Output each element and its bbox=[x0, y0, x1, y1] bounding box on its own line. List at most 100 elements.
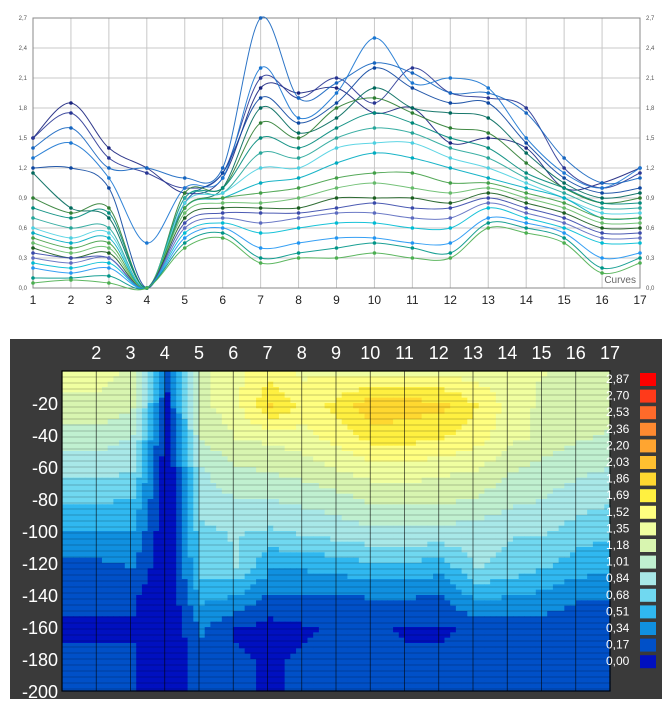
contour-cell bbox=[393, 595, 399, 601]
contour-cell bbox=[427, 600, 433, 606]
contour-cell bbox=[273, 611, 279, 617]
contour-cell bbox=[484, 515, 490, 521]
contour-cell bbox=[165, 424, 171, 430]
contour-cell bbox=[342, 526, 348, 532]
contour-cell bbox=[239, 371, 245, 377]
contour-cell bbox=[73, 558, 79, 564]
contour-cell bbox=[250, 552, 256, 558]
contour-cell bbox=[302, 600, 308, 606]
contour-cell bbox=[205, 590, 211, 596]
contour-cell bbox=[256, 584, 262, 590]
contour-cell bbox=[599, 584, 605, 590]
contour-cell bbox=[496, 590, 502, 596]
contour-cell bbox=[182, 467, 188, 473]
contour-cell bbox=[427, 382, 433, 388]
contour-cell bbox=[530, 606, 536, 612]
contour-cell bbox=[210, 488, 216, 494]
contour-cell bbox=[359, 568, 365, 574]
contour-cell bbox=[376, 547, 382, 553]
contour-cell bbox=[131, 408, 137, 414]
contour-cell bbox=[439, 611, 445, 617]
contour-cell bbox=[513, 392, 519, 398]
contour-cell bbox=[68, 371, 74, 377]
contour-cell bbox=[239, 558, 245, 564]
contour-cell bbox=[142, 515, 148, 521]
contour-cell bbox=[245, 590, 251, 596]
contour-cell bbox=[250, 547, 256, 553]
contour-cell bbox=[102, 488, 108, 494]
contour-cell bbox=[148, 376, 154, 382]
contour-cell bbox=[85, 424, 91, 430]
contour-cell bbox=[285, 520, 291, 526]
contour-cell bbox=[108, 558, 114, 564]
contour-cell bbox=[450, 504, 456, 510]
contour-cell bbox=[439, 408, 445, 414]
contour-cell bbox=[302, 520, 308, 526]
contour-cell bbox=[119, 414, 125, 420]
contour-cell bbox=[268, 382, 274, 388]
contour-cell bbox=[307, 483, 313, 489]
contour-cell bbox=[205, 515, 211, 521]
contour-cell bbox=[302, 494, 308, 500]
contour-cell bbox=[564, 504, 570, 510]
contour-cell bbox=[73, 590, 79, 596]
contour-cell bbox=[62, 499, 68, 505]
contour-cell bbox=[62, 606, 68, 612]
contour-cell bbox=[416, 392, 422, 398]
contour-cell bbox=[444, 419, 450, 425]
contour-cell bbox=[427, 462, 433, 468]
contour-cell bbox=[290, 483, 296, 489]
contour-cell bbox=[153, 483, 159, 489]
contour-cell bbox=[353, 446, 359, 452]
contour-cell bbox=[593, 563, 599, 569]
contour-cell bbox=[319, 488, 325, 494]
contour-cell bbox=[290, 595, 296, 601]
contour-cell bbox=[416, 606, 422, 612]
contour-cell bbox=[382, 568, 388, 574]
contour-cell bbox=[170, 563, 176, 569]
contour-cell bbox=[524, 520, 530, 526]
contour-cell bbox=[524, 584, 530, 590]
contour-cell bbox=[250, 398, 256, 404]
contour-cell bbox=[473, 430, 479, 436]
contour-cell bbox=[273, 499, 279, 505]
contour-cell bbox=[273, 446, 279, 452]
contour-cell bbox=[142, 392, 148, 398]
contour-cell bbox=[564, 574, 570, 580]
contour-cell bbox=[113, 451, 119, 457]
contour-cell bbox=[205, 542, 211, 548]
contour-cell bbox=[108, 504, 114, 510]
contour-cell bbox=[273, 494, 279, 500]
contour-cell bbox=[422, 462, 428, 468]
contour-cell bbox=[131, 504, 137, 510]
contour-cell bbox=[136, 616, 142, 622]
contour-cell bbox=[239, 579, 245, 585]
contour-cell bbox=[564, 558, 570, 564]
contour-cell bbox=[353, 483, 359, 489]
contour-cell bbox=[96, 542, 102, 548]
contour-cell bbox=[273, 451, 279, 457]
contour-cell bbox=[268, 483, 274, 489]
contour-cell bbox=[370, 446, 376, 452]
contour-cell bbox=[456, 408, 462, 414]
contour-cell bbox=[444, 424, 450, 430]
contour-cell bbox=[496, 547, 502, 553]
contour-cell bbox=[405, 600, 411, 606]
contour-cell bbox=[439, 579, 445, 585]
contour-cell bbox=[490, 515, 496, 521]
contour-cell bbox=[353, 408, 359, 414]
contour-cell bbox=[188, 563, 194, 569]
data-point bbox=[449, 156, 453, 160]
contour-cell bbox=[387, 547, 393, 553]
contour-cell bbox=[290, 430, 296, 436]
contour-cell bbox=[250, 616, 256, 622]
contour-cell bbox=[564, 510, 570, 516]
contour-cell bbox=[319, 563, 325, 569]
contour-cell bbox=[79, 574, 85, 580]
contour-cell bbox=[484, 563, 490, 569]
data-point bbox=[638, 201, 642, 205]
contour-cell bbox=[302, 424, 308, 430]
contour-cell bbox=[336, 520, 342, 526]
contour-cell bbox=[148, 478, 154, 484]
contour-cell bbox=[473, 600, 479, 606]
